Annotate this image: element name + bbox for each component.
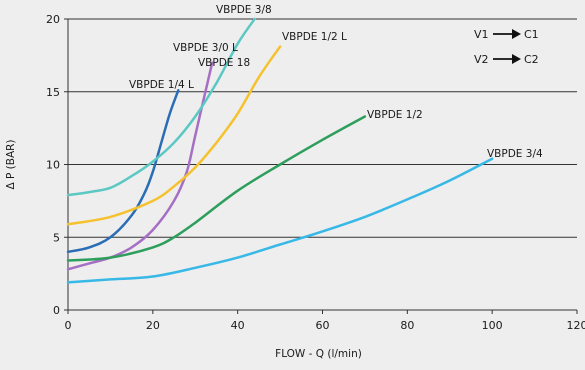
series-line-vbpde-1-4-l <box>68 90 178 252</box>
series-label-vbpde-1-2-l: VBPDE 1/2 L <box>282 31 347 43</box>
legend-entry: V2 C2 <box>474 53 539 66</box>
series-line-vbpde-1-2 <box>68 117 365 261</box>
x-tick-label: 100 <box>482 319 503 332</box>
y-axis-label: Δ P (BAR) <box>5 139 17 189</box>
axes: 0 5 10 15 20 0 20 40 60 80 100 120 <box>46 13 585 332</box>
x-tick-label: 0 <box>65 319 72 332</box>
legend-to-label: C2 <box>524 53 539 66</box>
x-tick-label: 20 <box>146 319 160 332</box>
y-tick-label: 5 <box>53 231 60 244</box>
series-lines <box>68 19 492 282</box>
x-tick-label: 40 <box>231 319 245 332</box>
series-label-vbpde-3-0-l-vbpde-18: VBPDE 3/0 L <box>173 42 238 54</box>
y-tick-label: 10 <box>46 159 60 172</box>
series-label-vbpde-3-4: VBPDE 3/4 <box>487 148 543 160</box>
x-tick-label: 120 <box>567 319 585 332</box>
x-axis-label: FLOW - Q (l/min) <box>275 348 362 360</box>
y-tick-label: 0 <box>53 304 60 317</box>
series-line-vbpde-3-0-l-vbpde-18 <box>68 63 212 270</box>
legend-to-label: C1 <box>524 28 539 41</box>
series-label-vbpde-3-8: VBPDE 3/8 <box>216 4 272 16</box>
arrow-right-icon <box>512 29 521 39</box>
x-tick-label: 60 <box>316 319 330 332</box>
series-label-vbpde-1-2: VBPDE 1/2 <box>367 109 423 121</box>
y-tick-label: 15 <box>46 86 60 99</box>
legend: V1 C1 V2 C2 <box>474 28 539 66</box>
legend-from-label: V2 <box>474 53 489 66</box>
series-label-vbpde-3-0-l-vbpde-18: VBPDE 18 <box>198 57 250 69</box>
legend-from-label: V1 <box>474 28 489 41</box>
legend-entry: V1 C1 <box>474 28 539 41</box>
x-tick-label: 80 <box>400 319 414 332</box>
series-label-vbpde-1-4-l: VBPDE 1/4 L <box>129 79 194 91</box>
arrow-right-icon <box>512 54 521 64</box>
y-tick-label: 20 <box>46 13 60 26</box>
series-line-vbpde-1-2-l <box>68 47 280 225</box>
